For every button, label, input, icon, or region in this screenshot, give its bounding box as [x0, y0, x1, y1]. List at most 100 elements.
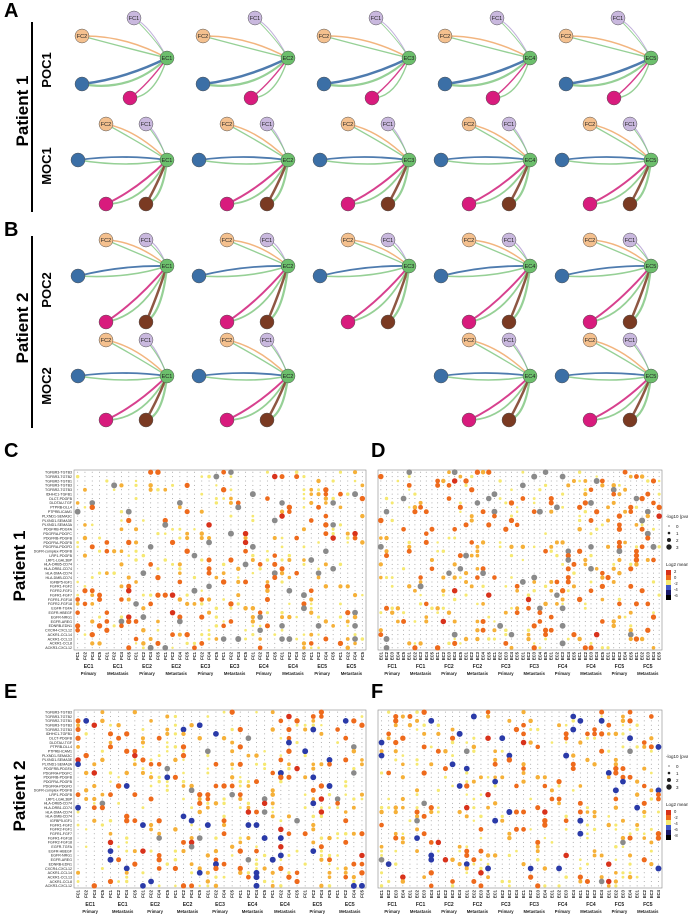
- dot: [522, 493, 524, 495]
- dot: [107, 839, 114, 846]
- dot: [148, 637, 153, 642]
- dot: [493, 612, 495, 614]
- dot: [172, 555, 174, 557]
- dot: [134, 642, 138, 645]
- dot: [207, 720, 209, 722]
- gene-pair-label: FGFR1-FGF18: [48, 598, 72, 602]
- dot: [347, 634, 349, 636]
- dot: [318, 559, 320, 561]
- dot: [459, 515, 461, 517]
- x-tick-label: FC4: [236, 651, 241, 660]
- dot: [150, 802, 152, 804]
- dot: [174, 737, 176, 739]
- dot: [522, 502, 524, 504]
- dot: [647, 634, 649, 636]
- dot: [437, 603, 439, 605]
- dot: [590, 599, 592, 601]
- dot: [99, 528, 101, 530]
- dot: [288, 528, 290, 530]
- dot: [633, 495, 640, 502]
- dot: [302, 506, 306, 509]
- dot: [510, 488, 513, 492]
- dot: [579, 541, 581, 543]
- dot: [215, 642, 217, 644]
- dot: [386, 590, 388, 592]
- dot: [420, 559, 422, 561]
- dot: [616, 522, 622, 528]
- dot: [318, 620, 320, 622]
- dot: [641, 484, 643, 486]
- dot: [545, 515, 547, 517]
- dot: [166, 815, 168, 817]
- dot: [330, 500, 336, 506]
- dot: [332, 511, 334, 513]
- x-tick-label: EC3: [645, 651, 650, 660]
- dot: [85, 885, 87, 887]
- dot: [77, 568, 79, 570]
- dot: [476, 493, 478, 495]
- dot: [75, 735, 81, 741]
- dot: [186, 638, 188, 640]
- dot: [601, 515, 603, 517]
- gene-pair-label: ACKR3-CXCL12: [45, 884, 72, 888]
- dot: [528, 484, 530, 486]
- dot: [172, 502, 174, 504]
- dot: [128, 603, 130, 605]
- x-tick-label: FC4: [353, 651, 358, 660]
- dot: [441, 593, 445, 597]
- dot: [84, 498, 86, 500]
- dot: [332, 642, 334, 644]
- dot: [522, 629, 524, 631]
- dot: [613, 515, 615, 517]
- dot: [266, 577, 268, 579]
- dot: [397, 528, 399, 530]
- dot: [657, 492, 661, 496]
- dot: [630, 559, 632, 561]
- dot: [100, 718, 105, 724]
- dot: [266, 603, 268, 605]
- dot: [237, 489, 239, 491]
- x-tick-label: EC4: [509, 651, 514, 660]
- dot: [309, 602, 313, 606]
- x-tick-label: EC4: [481, 651, 486, 660]
- dot: [186, 480, 188, 482]
- node-ec2: [280, 368, 296, 384]
- dot: [347, 528, 349, 530]
- dot: [361, 620, 363, 622]
- dot: [150, 533, 152, 535]
- dot: [499, 572, 501, 574]
- dot: [628, 583, 634, 589]
- edge-ec-back: [77, 375, 168, 381]
- dot: [310, 585, 312, 587]
- dot: [193, 629, 195, 631]
- dot: [403, 559, 405, 561]
- dot: [77, 647, 79, 649]
- dot: [441, 478, 446, 484]
- dot: [75, 627, 81, 633]
- dot: [354, 515, 356, 517]
- dot: [589, 641, 593, 645]
- dot: [386, 629, 388, 631]
- dot: [223, 594, 225, 596]
- dot: [339, 647, 341, 649]
- node-fc4: [191, 152, 207, 168]
- dot: [207, 628, 211, 632]
- dot: [652, 590, 654, 592]
- node-fc5: [582, 196, 598, 212]
- dot: [113, 599, 115, 601]
- dot: [414, 476, 416, 478]
- dot: [303, 480, 305, 482]
- dot: [339, 515, 341, 517]
- dot: [573, 590, 575, 592]
- dot: [150, 625, 152, 627]
- dot: [303, 581, 305, 583]
- dot: [539, 541, 541, 543]
- dot: [84, 577, 86, 579]
- dot: [166, 850, 168, 852]
- dot: [339, 590, 341, 592]
- dot: [120, 647, 122, 649]
- dot: [158, 850, 160, 852]
- gene-pair-label: PDGFRB-PDGFA: [44, 767, 73, 771]
